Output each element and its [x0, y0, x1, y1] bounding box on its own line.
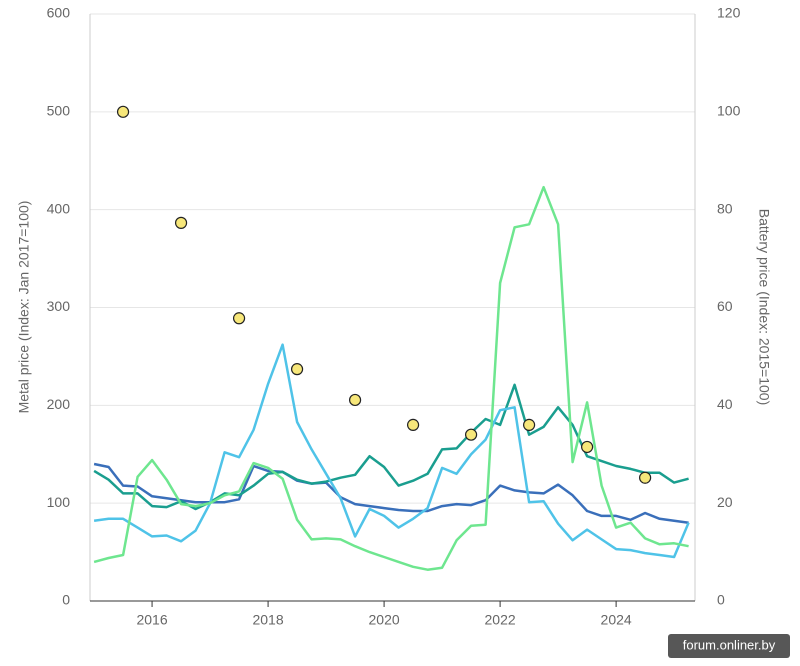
y2-tick-label: 40 — [717, 396, 733, 412]
x-tick-label: 2024 — [601, 612, 632, 628]
metal-line — [93, 343, 690, 559]
y-tick-label: 600 — [47, 5, 71, 21]
battery-point — [232, 312, 246, 325]
battery-point — [116, 105, 130, 118]
watermark-box — [668, 634, 790, 658]
y-tick-label: 0 — [62, 592, 70, 608]
y2-tick-label: 60 — [717, 298, 733, 314]
y-tick-label: 300 — [47, 298, 71, 314]
y2-tick-label: 80 — [717, 200, 733, 216]
battery-point — [581, 440, 594, 454]
x-tick-label: 2018 — [252, 612, 283, 628]
battery-point — [523, 418, 536, 431]
y2-axis-title: Battery price (Index: 2015=100) — [756, 209, 772, 406]
battery-point — [174, 216, 188, 229]
metal-line — [93, 185, 689, 571]
y-tick-label: 400 — [47, 200, 71, 216]
battery-point — [406, 418, 420, 431]
y-tick-label: 100 — [47, 494, 71, 510]
y-axis-title: Metal price (Index: Jan 2017=100) — [16, 201, 32, 414]
metal-line — [93, 383, 689, 511]
battery-point — [464, 428, 478, 441]
watermark: forum.onliner.by — [683, 637, 776, 652]
battery-point — [348, 393, 362, 407]
y-tick-label: 200 — [47, 396, 71, 412]
y2-tick-label: 100 — [717, 103, 741, 119]
metal-line — [93, 462, 689, 524]
y2-tick-label: 120 — [717, 5, 741, 21]
battery-point — [639, 471, 652, 484]
x-tick-label: 2020 — [369, 612, 400, 628]
y-tick-label: 500 — [47, 103, 71, 119]
y2-tick-label: 20 — [717, 494, 733, 510]
y2-tick-label: 0 — [717, 592, 725, 608]
x-tick-label: 2022 — [485, 612, 516, 628]
x-tick-label: 2016 — [136, 612, 167, 628]
battery-point — [290, 363, 304, 376]
